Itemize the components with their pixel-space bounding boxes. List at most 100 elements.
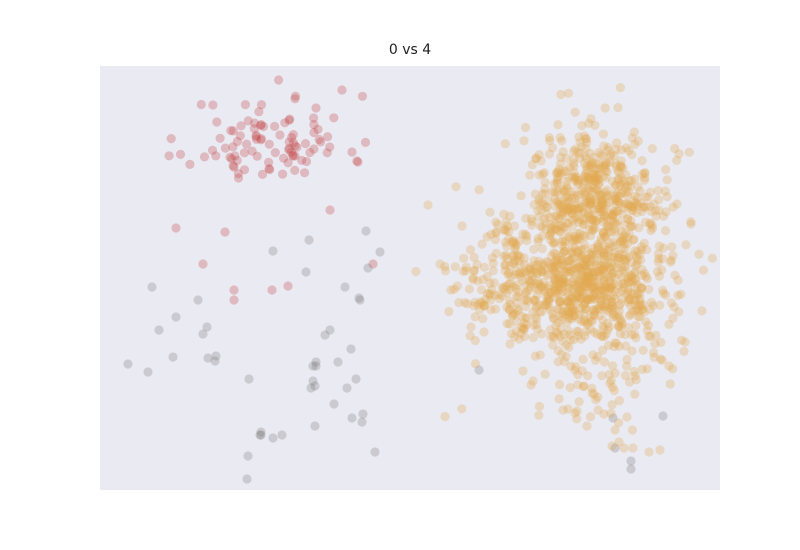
scatter-point [520, 229, 531, 239]
scatter-point [595, 249, 605, 259]
scatter-point [602, 230, 612, 240]
scatter-point [575, 137, 585, 147]
scatter-point [572, 414, 582, 424]
scatter-point [626, 216, 636, 226]
scatter-point [594, 203, 604, 213]
scatter-point [574, 232, 584, 242]
scatter-point [519, 136, 529, 146]
scatter-point [586, 293, 596, 303]
scatter-point [661, 207, 671, 217]
scatter-point [599, 357, 610, 367]
scatter-point [147, 282, 157, 292]
scatter-point [590, 307, 600, 317]
scatter-point [607, 400, 617, 410]
scatter-point [594, 179, 604, 190]
scatter-point [549, 285, 560, 295]
scatter-point [628, 277, 638, 287]
scatter-point [514, 236, 524, 246]
scatter-point [469, 301, 479, 311]
scatter-point [653, 257, 663, 267]
scatter-point [244, 374, 254, 384]
scatter-point [570, 107, 580, 117]
scatter-point [600, 212, 610, 222]
scatter-point [450, 262, 460, 272]
scatter-point [524, 264, 534, 274]
scatter-point [590, 294, 600, 304]
scatter-point [545, 288, 556, 298]
scatter-point [440, 266, 451, 276]
scatter-point [544, 296, 554, 306]
scatter-point [594, 147, 604, 157]
scatter-point [605, 157, 615, 168]
scatter-point [582, 294, 592, 304]
scatter-point [575, 175, 585, 185]
scatter-point [540, 369, 550, 379]
scatter-point [627, 150, 637, 160]
scatter-point [527, 160, 537, 170]
scatter-point [621, 198, 631, 208]
scatter-point [460, 298, 470, 308]
scatter-point [567, 247, 577, 257]
scatter-point [203, 353, 213, 363]
scatter-point [549, 179, 559, 189]
scatter-point [482, 289, 492, 299]
scatter-point [579, 260, 589, 270]
scatter-point [604, 198, 614, 208]
scatter-point [577, 316, 587, 326]
scatter-point [581, 304, 591, 314]
scatter-point [639, 168, 650, 178]
scatter-point [537, 197, 547, 207]
scatter-point [596, 200, 606, 210]
scatter-point [566, 206, 576, 216]
scatter-point [154, 325, 164, 335]
scatter-point [623, 297, 633, 307]
scatter-point [619, 231, 629, 241]
scatter-point [235, 131, 245, 141]
scatter-point [562, 218, 572, 228]
scatter-point [462, 299, 472, 309]
scatter-point [457, 221, 467, 231]
scatter-point [488, 266, 498, 276]
scatter-point [617, 188, 627, 198]
scatter-point [593, 405, 603, 415]
scatter-point [533, 260, 543, 270]
scatter-point [592, 256, 602, 266]
scatter-point [563, 219, 573, 229]
scatter-point [593, 352, 603, 362]
scatter-point [543, 294, 553, 304]
scatter-point [698, 265, 709, 275]
scatter-point [557, 201, 567, 211]
scatter-point [544, 301, 554, 312]
scatter-point [550, 276, 560, 286]
scatter-point [475, 305, 485, 315]
scatter-point [506, 329, 517, 339]
scatter-point [591, 249, 602, 259]
scatter-point [608, 237, 618, 247]
scatter-point [620, 256, 631, 266]
scatter-point [229, 162, 239, 172]
scatter-point [640, 173, 650, 183]
scatter-point [549, 292, 559, 302]
scatter-point [556, 279, 566, 289]
scatter-point [588, 214, 598, 224]
scatter-point [657, 265, 667, 275]
scatter-point [567, 314, 577, 324]
scatter-point [212, 117, 222, 127]
scatter-point [482, 271, 492, 282]
scatter-point [571, 200, 581, 210]
scatter-point [593, 392, 603, 402]
scatter-point [193, 295, 203, 305]
scatter-point [653, 249, 663, 259]
scatter-point [375, 247, 385, 257]
scatter-point [567, 208, 577, 218]
scatter-point [666, 255, 676, 265]
scatter-point [542, 270, 552, 281]
scatter-point [664, 319, 674, 329]
scatter-point [521, 213, 531, 223]
scatter-point [608, 413, 618, 423]
scatter-point [583, 278, 593, 288]
scatter-point [602, 221, 612, 231]
scatter-point [220, 227, 230, 237]
scatter-point [558, 275, 568, 285]
scatter-point [611, 194, 621, 204]
